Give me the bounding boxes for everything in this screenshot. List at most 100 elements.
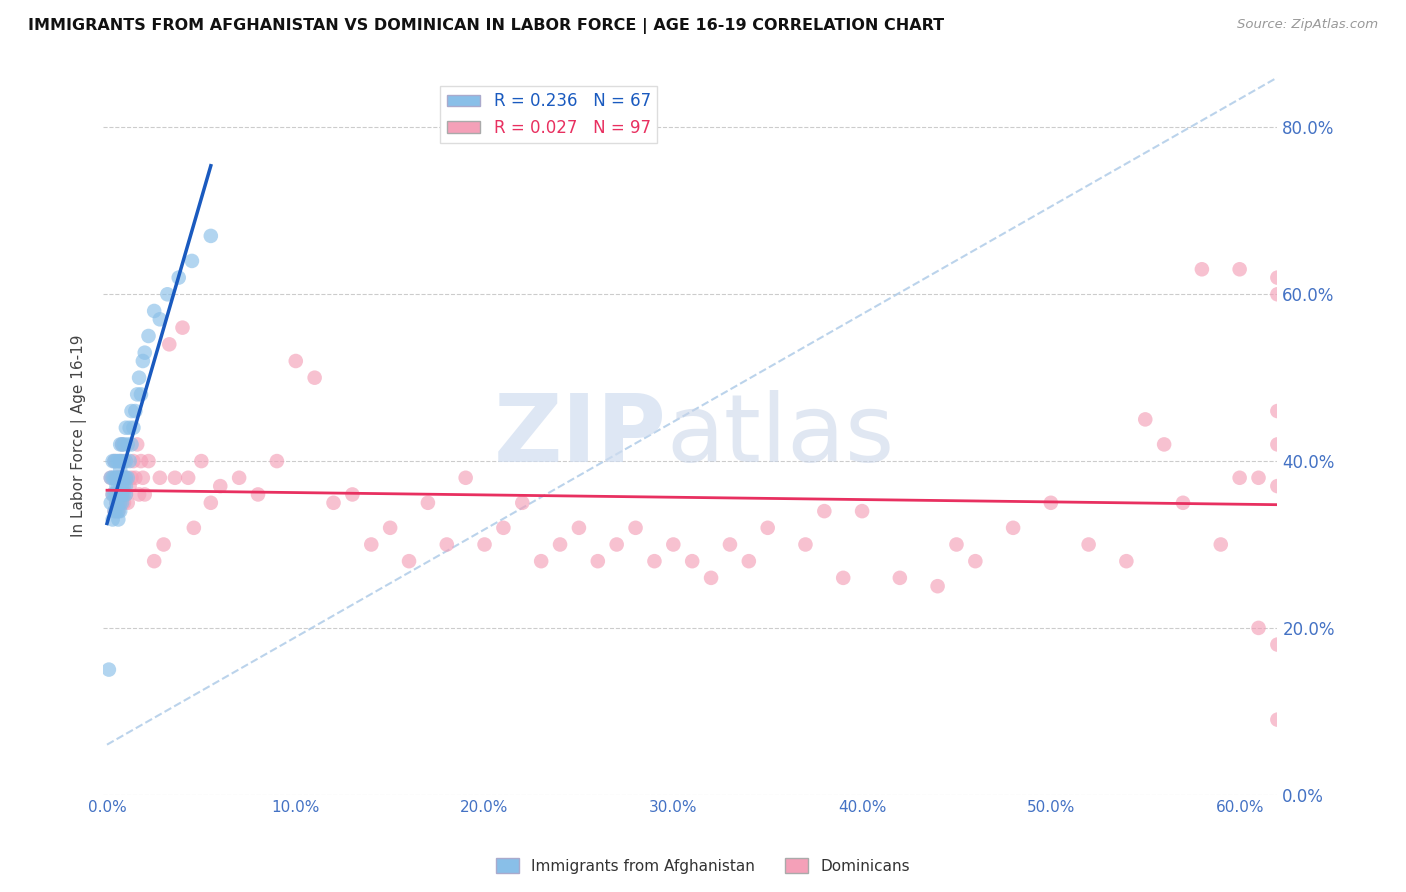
Point	[454, 471, 477, 485]
Point	[103, 487, 125, 501]
Point	[1247, 471, 1270, 485]
Point	[124, 404, 146, 418]
Point	[100, 471, 122, 485]
Point	[624, 521, 647, 535]
Text: IMMIGRANTS FROM AFGHANISTAN VS DOMINICAN IN LABOR FORCE | AGE 16-19 CORRELATION : IMMIGRANTS FROM AFGHANISTAN VS DOMINICAN…	[28, 18, 945, 34]
Point	[108, 496, 131, 510]
Point	[247, 487, 270, 501]
Point	[1267, 270, 1289, 285]
Point	[681, 554, 703, 568]
Point	[108, 471, 131, 485]
Point	[107, 504, 129, 518]
Point	[965, 554, 987, 568]
Point	[134, 487, 156, 501]
Point	[1002, 521, 1025, 535]
Text: ZIP: ZIP	[494, 390, 666, 482]
Point	[304, 370, 326, 384]
Point	[167, 270, 190, 285]
Point	[1229, 471, 1251, 485]
Point	[1229, 262, 1251, 277]
Point	[107, 471, 129, 485]
Point	[111, 487, 134, 501]
Point	[398, 554, 420, 568]
Point	[228, 471, 250, 485]
Point	[107, 487, 129, 501]
Point	[107, 504, 129, 518]
Point	[108, 471, 131, 485]
Point	[117, 496, 139, 510]
Point	[101, 471, 124, 485]
Point	[152, 537, 174, 551]
Point	[718, 537, 741, 551]
Point	[209, 479, 232, 493]
Point	[108, 462, 131, 476]
Point	[101, 487, 124, 501]
Point	[103, 504, 125, 518]
Point	[121, 404, 143, 418]
Point	[416, 496, 439, 510]
Point	[115, 487, 138, 501]
Point	[568, 521, 591, 535]
Text: atlas: atlas	[666, 390, 896, 482]
Point	[105, 454, 128, 468]
Point	[360, 537, 382, 551]
Point	[1267, 437, 1289, 451]
Point	[122, 454, 145, 468]
Point	[100, 471, 122, 485]
Point	[122, 421, 145, 435]
Point	[115, 471, 138, 485]
Point	[1115, 554, 1137, 568]
Point	[1267, 287, 1289, 301]
Point	[121, 471, 143, 485]
Point	[927, 579, 949, 593]
Point	[105, 471, 128, 485]
Point	[124, 471, 146, 485]
Point	[284, 354, 307, 368]
Point	[111, 437, 134, 451]
Point	[128, 487, 150, 501]
Y-axis label: In Labor Force | Age 16-19: In Labor Force | Age 16-19	[72, 334, 87, 537]
Point	[107, 487, 129, 501]
Point	[105, 496, 128, 510]
Point	[112, 437, 135, 451]
Point	[378, 521, 401, 535]
Point	[510, 496, 533, 510]
Point	[127, 387, 149, 401]
Point	[103, 471, 125, 485]
Point	[606, 537, 628, 551]
Point	[115, 471, 138, 485]
Point	[118, 454, 141, 468]
Point	[794, 537, 817, 551]
Point	[1191, 262, 1213, 277]
Point	[132, 354, 155, 368]
Point	[112, 471, 135, 485]
Point	[105, 496, 128, 510]
Point	[107, 479, 129, 493]
Point	[889, 571, 911, 585]
Point	[108, 504, 131, 518]
Legend: R = 0.236   N = 67, R = 0.027   N = 97: R = 0.236 N = 67, R = 0.027 N = 97	[440, 86, 658, 144]
Point	[1267, 479, 1289, 493]
Point	[662, 537, 685, 551]
Point	[548, 537, 571, 551]
Point	[200, 228, 222, 243]
Point	[143, 554, 166, 568]
Point	[756, 521, 779, 535]
Point	[172, 320, 194, 334]
Point	[108, 496, 131, 510]
Point	[181, 254, 204, 268]
Point	[117, 471, 139, 485]
Point	[111, 454, 134, 468]
Point	[115, 479, 138, 493]
Point	[138, 454, 160, 468]
Point	[101, 487, 124, 501]
Point	[129, 454, 152, 468]
Point	[108, 454, 131, 468]
Point	[851, 504, 873, 518]
Point	[103, 454, 125, 468]
Point	[111, 487, 134, 501]
Point	[107, 454, 129, 468]
Point	[107, 471, 129, 485]
Point	[117, 437, 139, 451]
Point	[586, 554, 609, 568]
